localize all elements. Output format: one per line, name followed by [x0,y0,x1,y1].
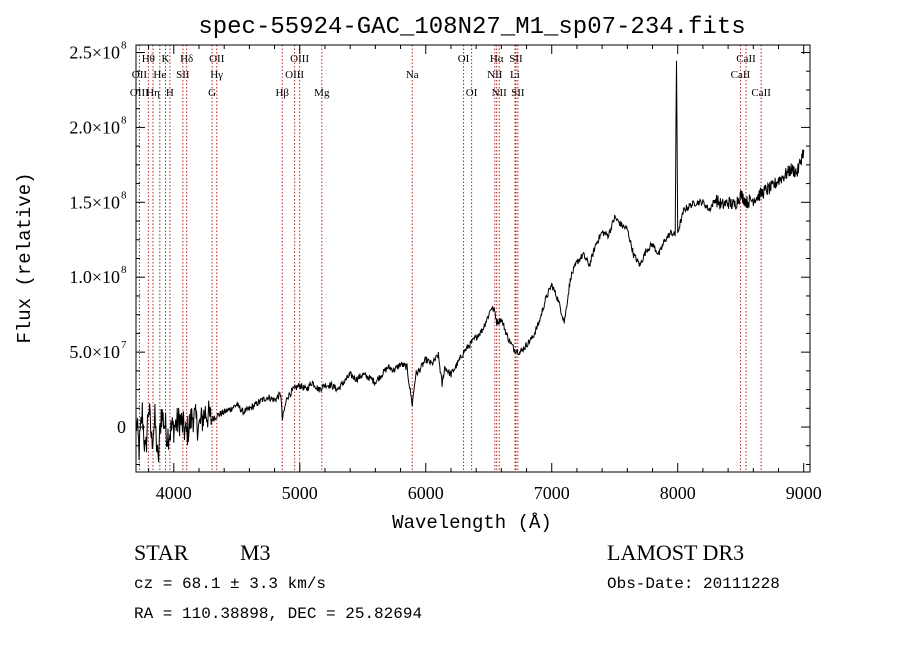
line-label: Mg [314,87,330,99]
x-tick-label: 7000 [534,483,570,503]
line-label: NII [492,87,508,99]
line-label: OIII [290,53,309,65]
line-label: SII [511,87,525,99]
line-label: K [162,53,170,65]
y-tick-exponent: 8 [121,114,127,126]
x-tick-label: 8000 [660,483,696,503]
y-tick-label: 1.0×10 [69,267,120,287]
line-label: Hη [146,87,160,99]
y-axis-ticks: 05.0×10 71.0×10 81.5×10 82.0×10 82.5×10 8 [69,39,810,466]
line-label: NII [487,69,503,81]
chart-title: spec-55924-GAC_108N27_M1_sp07-234.fits [198,14,745,41]
line-label: SII [509,53,523,65]
line-label: H [166,87,174,99]
line-label: Hα [490,53,504,65]
line-label: OII [209,53,225,65]
y-tick-exponent: 8 [121,189,127,201]
x-tick-label: 5000 [282,483,318,503]
x-tick-label: 6000 [408,483,444,503]
line-label: SII [176,69,190,81]
y-tick-label: 5.0×10 [69,342,120,362]
line-label: CaII [736,53,756,65]
line-label: Hβ [275,87,289,99]
plot-frame [135,44,811,473]
y-tick-label: 2.0×10 [69,117,120,137]
line-label: CaII [731,69,751,81]
object-subclass: M3 [240,540,271,565]
coordinates: RA = 110.38898, DEC = 25.82694 [134,605,423,623]
line-label: Hθ [142,53,155,65]
y-tick-exponent: 8 [121,39,127,51]
spectrum-chart: spec-55924-GAC_108N27_M1_sp07-234.fits H… [14,14,822,534]
spectral-line-markers [138,45,762,472]
line-label: CaII [751,87,771,99]
x-tick-label: 9000 [786,483,822,503]
x-axis-ticks: 4000 5000 6000 7000 8000 9000 [148,45,822,503]
line-label: Li [510,69,520,81]
line-label: OI [466,87,478,99]
y-tick-exponent: 8 [121,264,127,276]
x-tick-label: 4000 [156,483,192,503]
redshift-velocity: cz = 68.1 ± 3.3 km/s [134,575,327,593]
y-tick-label: 0 [117,417,126,437]
line-label: OIII [285,69,304,81]
line-label: OIII [130,87,149,99]
y-tick-exponent: 7 [121,339,127,351]
line-label: OI [458,53,470,65]
line-label: He [153,69,166,81]
line-label: Hγ [210,69,223,81]
y-tick-label: 2.5×10 [69,42,120,62]
line-label: G [208,87,216,99]
spectrum-line [135,60,805,463]
line-label: Na [406,69,419,81]
survey-name: LAMOST DR3 [607,540,745,565]
line-label: Hδ [180,53,193,65]
observation-date: Obs-Date: 20111228 [607,575,780,593]
x-axis-label: Wavelength (Å) [392,512,552,534]
y-tick-label: 1.5×10 [69,192,120,212]
object-class: STAR [134,540,189,565]
y-axis-label: Flux (relative) [14,172,36,343]
